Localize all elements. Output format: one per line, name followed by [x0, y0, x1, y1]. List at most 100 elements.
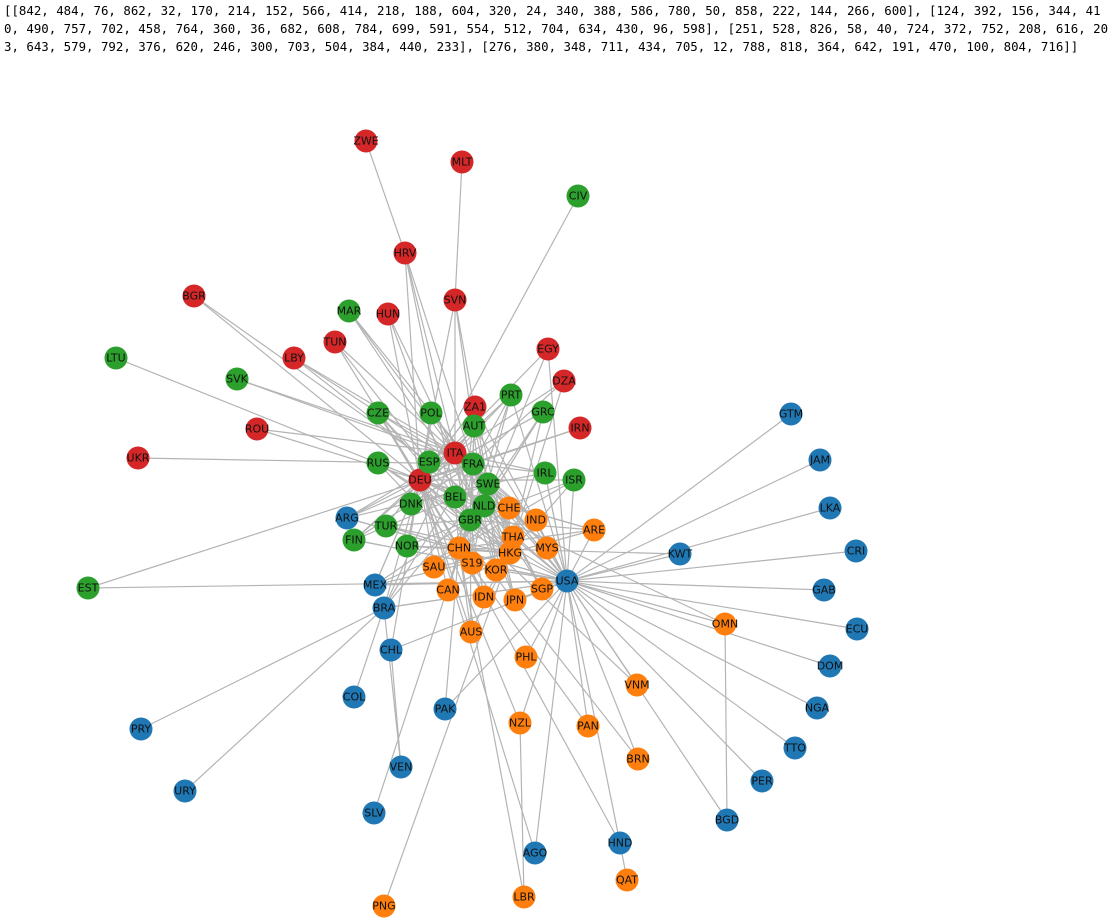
node-label: HKG [498, 547, 522, 560]
node-label: JAM [809, 454, 830, 467]
edge [469, 519, 472, 633]
node [805, 696, 829, 720]
edge [137, 457, 474, 465]
node [715, 808, 739, 832]
node-label: BRA [373, 602, 396, 615]
node-label: QAT [616, 874, 638, 887]
node [484, 558, 508, 582]
node-label: SVK [226, 373, 249, 386]
node-label: CRI [847, 545, 866, 558]
edge [566, 580, 638, 686]
node-label: AUT [463, 420, 486, 433]
edge [547, 348, 568, 582]
node [844, 539, 868, 563]
node [182, 284, 206, 308]
node-label: CIV [569, 190, 588, 203]
node [626, 747, 650, 771]
node [460, 551, 484, 575]
edge [566, 580, 763, 782]
node-label: AUS [460, 626, 483, 639]
node-label: CHE [498, 502, 521, 515]
node-label: POL [420, 407, 442, 420]
edge [458, 529, 595, 549]
node [779, 402, 803, 426]
node [419, 401, 443, 425]
edge [566, 553, 681, 582]
node [363, 573, 387, 597]
node-label: TUN [323, 336, 347, 349]
node [533, 461, 557, 485]
edge [472, 394, 512, 465]
node [713, 612, 737, 636]
node [245, 417, 269, 441]
node [366, 451, 390, 475]
node-label: URY [174, 785, 196, 798]
edge [566, 580, 621, 844]
edge [377, 462, 511, 554]
edge [346, 463, 474, 519]
node-label: ISR [565, 474, 583, 487]
node [129, 717, 153, 741]
edge [566, 580, 796, 749]
edge [410, 503, 568, 582]
edge [193, 295, 421, 481]
edge [256, 428, 456, 454]
node-label: VEN [390, 761, 413, 774]
node-label: MEX [363, 579, 387, 592]
node-label: LTU [106, 352, 125, 365]
node [422, 555, 446, 579]
node-label: TTO [783, 742, 806, 755]
node [514, 645, 538, 669]
edge [140, 607, 385, 730]
edge [365, 140, 406, 254]
edge [566, 550, 857, 582]
node-label: GRC [531, 406, 555, 419]
edge [419, 479, 521, 724]
node-label: ROU [245, 423, 269, 436]
node [523, 841, 547, 865]
node [389, 755, 413, 779]
edge [374, 519, 471, 586]
node-label: NZL [509, 717, 532, 730]
cell-output: [[842, 484, 76, 862, 32, 170, 214, 152, … [4, 3, 1109, 54]
edge [566, 580, 726, 625]
node-label: IDN [474, 591, 494, 604]
edge [419, 479, 485, 598]
node-label: FIN [345, 534, 363, 547]
node-label: EST [78, 582, 99, 595]
edge [454, 452, 543, 590]
node-label: AGO [523, 847, 548, 860]
edge [428, 461, 568, 582]
node [472, 494, 496, 518]
node [354, 129, 378, 153]
edge [534, 580, 568, 854]
node-label: ZA1 [464, 401, 486, 414]
node [459, 620, 483, 644]
node-label: S19 [462, 557, 483, 570]
node [503, 588, 527, 612]
node [668, 542, 692, 566]
node-label: DEU [408, 474, 431, 487]
edge [419, 479, 435, 568]
edge [383, 607, 402, 768]
node [566, 184, 590, 208]
edge [472, 463, 546, 474]
node [399, 492, 423, 516]
edge [346, 479, 421, 519]
node [433, 697, 457, 721]
node [461, 452, 485, 476]
node [225, 367, 249, 391]
edge [404, 252, 474, 465]
node-label: LBY [284, 352, 304, 365]
node [462, 414, 486, 438]
node [499, 383, 523, 407]
node [524, 508, 548, 532]
node [576, 714, 600, 738]
node [362, 801, 386, 825]
node [443, 441, 467, 465]
node-label: PHL [515, 651, 537, 664]
edge [566, 507, 831, 582]
node-label: PAK [435, 703, 456, 716]
edge [566, 459, 821, 582]
